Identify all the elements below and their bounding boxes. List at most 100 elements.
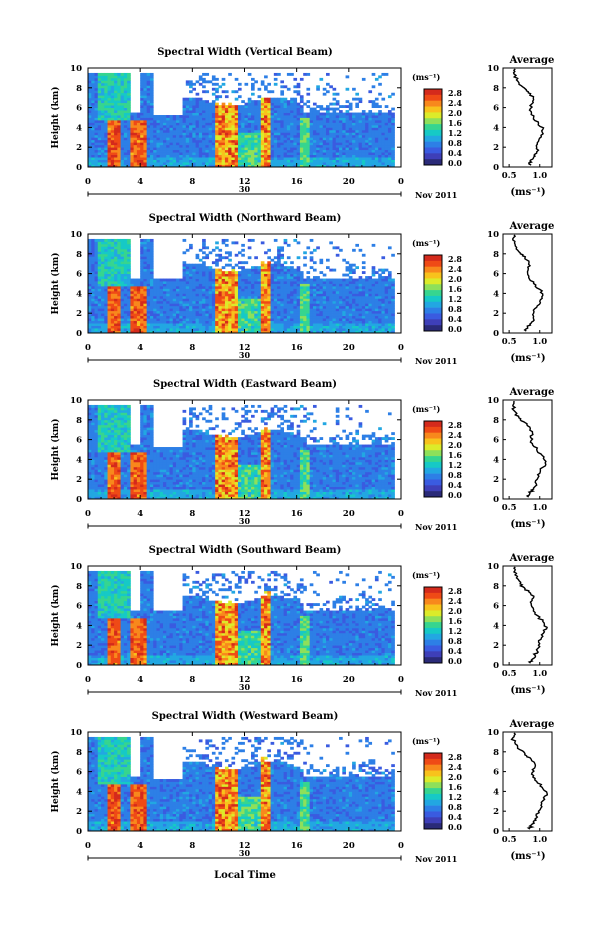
heatmap-cell — [140, 269, 144, 272]
heatmap-cell — [271, 155, 275, 158]
heatmap-cell — [199, 281, 203, 284]
heatmap-cell — [264, 313, 268, 316]
heatmap-cell — [209, 311, 213, 314]
heatmap-cell — [284, 162, 288, 165]
heatmap-cell — [342, 155, 346, 158]
heatmap-cell — [124, 73, 128, 76]
heatmap-cell — [108, 98, 112, 101]
heatmap-cell — [297, 284, 301, 287]
heatmap-cell — [101, 286, 105, 289]
heatmap-cell — [186, 122, 190, 125]
heatmap-cell — [284, 296, 288, 299]
heatmap-cell — [189, 298, 193, 301]
heatmap-cell — [111, 311, 115, 314]
heatmap-cell — [101, 103, 105, 106]
heatmap-cell — [264, 127, 268, 130]
heatmap-cell — [114, 266, 118, 269]
heatmap-cell — [251, 281, 255, 284]
heatmap-cell — [375, 120, 379, 123]
heatmap-cell — [101, 306, 105, 309]
heatmap-cell — [251, 303, 255, 306]
heatmap-cell — [104, 157, 108, 160]
heatmap-cell — [326, 296, 330, 299]
heatmap-cell — [209, 308, 213, 311]
heatmap-cell — [274, 73, 278, 76]
heatmap-cell — [186, 288, 190, 291]
heatmap-cell — [251, 279, 255, 282]
heatmap-cell — [196, 301, 200, 304]
heatmap-cell — [333, 125, 337, 128]
heatmap-cell — [173, 147, 177, 150]
heatmap-cell — [352, 142, 356, 145]
heatmap-cell — [274, 157, 278, 160]
heatmap-cell — [280, 293, 284, 296]
heatmap-cell — [173, 326, 177, 329]
heatmap-cell — [303, 160, 307, 163]
heatmap-cell — [140, 251, 144, 254]
heatmap-cell — [228, 298, 232, 301]
heatmap-cell — [205, 301, 209, 304]
heatmap-cell — [98, 88, 102, 91]
heatmap-cell — [248, 132, 252, 135]
heatmap-cell — [251, 326, 255, 329]
heatmap-cell — [222, 321, 226, 324]
heatmap-cell — [91, 98, 95, 101]
heatmap-cell — [368, 152, 372, 155]
heatmap-cell — [368, 137, 372, 140]
heatmap-cell — [147, 113, 151, 116]
heatmap-cell — [205, 291, 209, 294]
heatmap-cell — [127, 155, 131, 158]
heatmap-cell — [205, 132, 209, 135]
heatmap-cell — [365, 118, 369, 121]
colorbar-tick-label: 2.8 — [448, 88, 462, 98]
heatmap-cell — [277, 266, 281, 269]
heatmap-cell — [124, 160, 128, 163]
heatmap-cell — [121, 276, 125, 279]
heatmap-cell — [117, 100, 121, 103]
heatmap-cell — [143, 147, 147, 150]
heatmap-cell — [368, 120, 372, 123]
heatmap-cell — [241, 266, 245, 269]
heatmap-cell — [271, 281, 275, 284]
heatmap-cell — [199, 130, 203, 133]
heatmap-cell — [199, 298, 203, 301]
heatmap-cell — [205, 256, 209, 259]
heatmap-cell — [111, 241, 115, 244]
heatmap-cell — [359, 142, 363, 145]
heatmap-cell — [333, 120, 337, 123]
heatmap-cell — [352, 118, 356, 121]
heatmap-cell — [108, 88, 112, 91]
heatmap-cell — [212, 296, 216, 299]
heatmap-cell — [225, 298, 229, 301]
heatmap-cell — [104, 293, 108, 296]
heatmap-cell — [196, 296, 200, 299]
heatmap-cell — [108, 110, 112, 113]
heatmap-cell — [183, 261, 187, 264]
heatmap-cell — [111, 147, 115, 150]
heatmap-cell — [231, 318, 235, 321]
heatmap-cell — [160, 301, 164, 304]
heatmap-cell — [173, 308, 177, 311]
heatmap-cell — [91, 90, 95, 93]
heatmap-cell — [212, 145, 216, 148]
heatmap-cell — [108, 288, 112, 291]
heatmap-cell — [297, 160, 301, 163]
heatmap-cell — [209, 251, 213, 254]
heatmap-cell — [303, 306, 307, 309]
heatmap-cell — [127, 118, 131, 121]
heatmap-cell — [251, 308, 255, 311]
heatmap-cell — [88, 298, 92, 301]
heatmap-cell — [212, 78, 216, 81]
heatmap-cell — [124, 157, 128, 160]
heatmap-cell — [293, 321, 297, 324]
colorbar-swatch — [424, 124, 442, 130]
heatmap-cell — [218, 256, 222, 259]
heatmap-cell — [192, 122, 196, 125]
heatmap-cell — [284, 318, 288, 321]
heatmap-cell — [235, 298, 239, 301]
heatmap-cell — [258, 284, 262, 287]
heatmap-cell — [150, 264, 154, 267]
heatmap-cell — [98, 90, 102, 93]
heatmap-cell — [209, 303, 213, 306]
heatmap-cell — [238, 316, 242, 319]
